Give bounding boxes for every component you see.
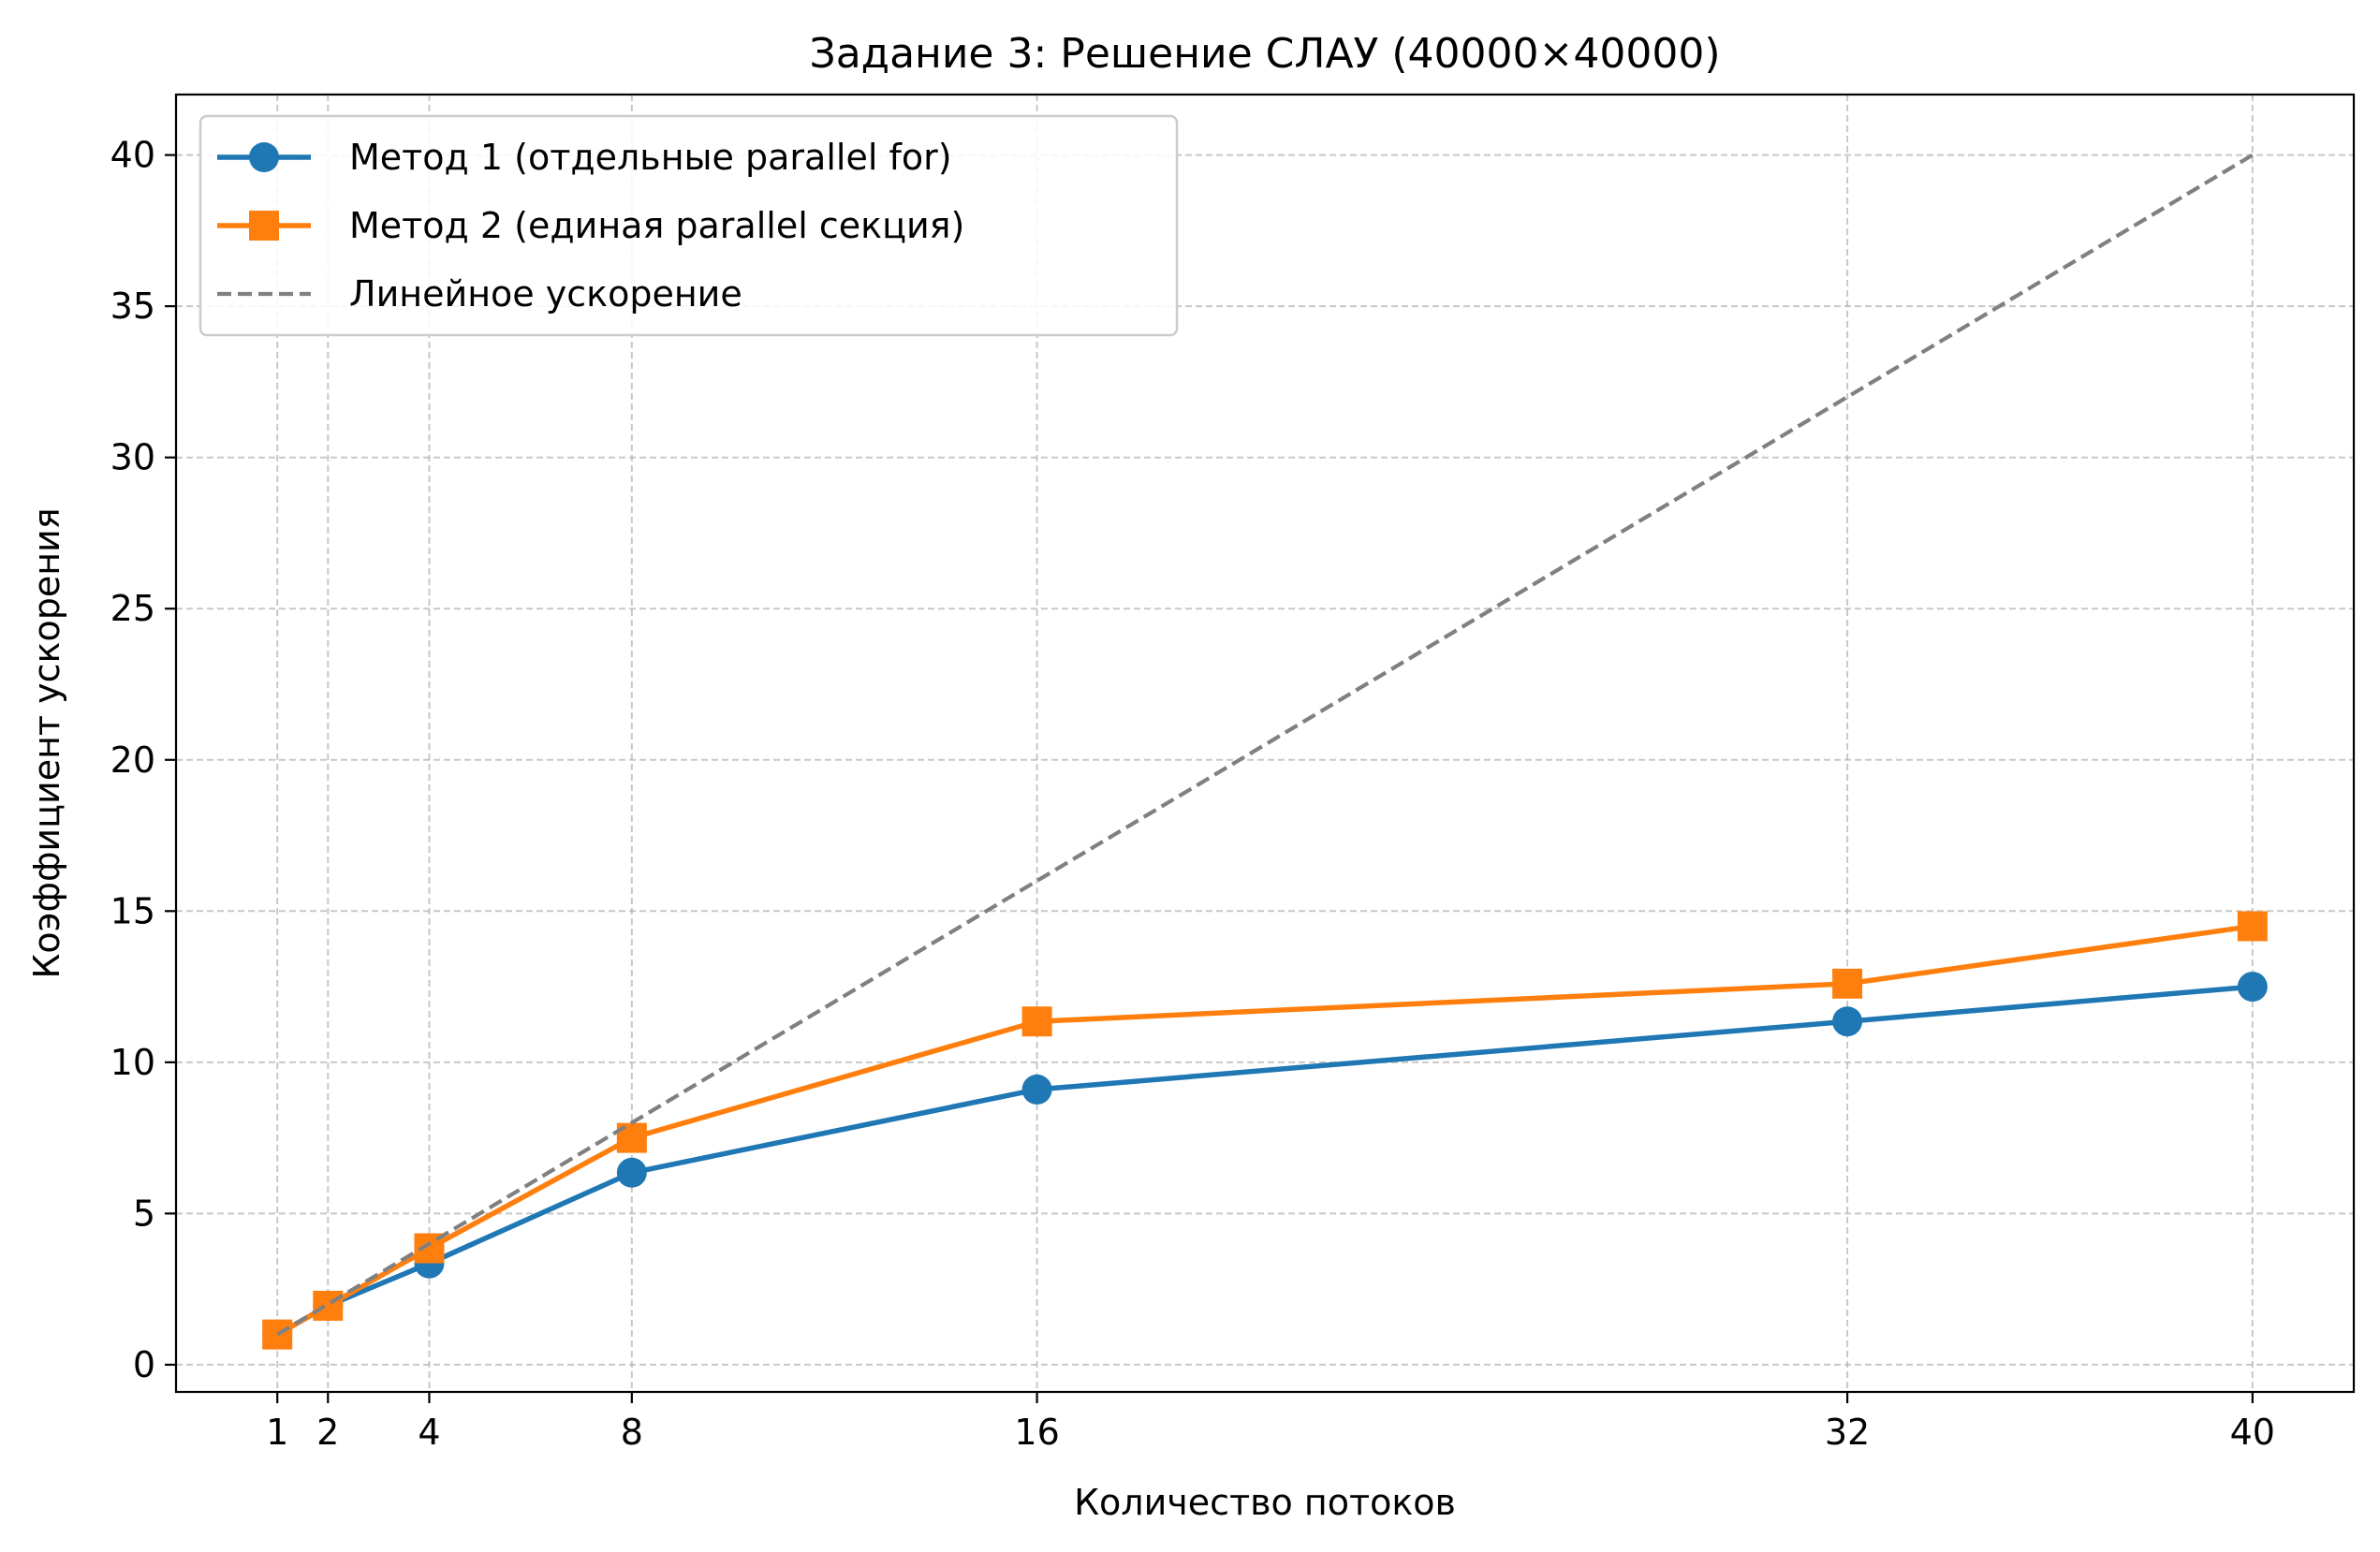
y-tick-label: 0	[133, 1344, 155, 1385]
series-2-point	[313, 1290, 344, 1321]
plot-series	[262, 153, 2268, 1350]
series-3	[276, 153, 2254, 1337]
legend-label: Метод 1 (отдельные parallel for)	[349, 137, 952, 178]
legend: Метод 1 (отдельные parallel for) Метод 2 …	[198, 114, 1179, 337]
y-tick-label: 35	[110, 286, 155, 327]
x-tick-label: 40	[2230, 1412, 2275, 1453]
x-tick-label: 32	[1825, 1412, 1870, 1453]
series-2-point	[1021, 1006, 1052, 1037]
series-2-point	[2237, 911, 2268, 942]
series-2-point	[1832, 968, 1863, 999]
x-tick-label: 2	[316, 1412, 339, 1453]
x-tick-label: 1	[266, 1412, 288, 1453]
series-1-point	[1021, 1074, 1052, 1105]
x-tick-label: 16	[1014, 1412, 1059, 1453]
y-tick-label: 25	[110, 588, 155, 629]
chart-title: Задание 3: Решение СЛАУ (40000×40000)	[810, 30, 1721, 78]
legend-marker	[249, 211, 279, 241]
y-tick-label: 40	[110, 135, 155, 176]
y-tick-label: 20	[110, 739, 155, 781]
legend-marker	[249, 142, 279, 172]
series-1-point	[2237, 972, 2268, 1003]
legend-label: Линейное ускорение	[349, 273, 742, 315]
series-3-line	[276, 153, 2254, 1337]
legend-label: Метод 2 (единая parallel секция)	[349, 205, 964, 246]
y-tick-label: 10	[110, 1042, 155, 1083]
axes-frame	[174, 93, 2356, 1394]
series-1-point	[1832, 1006, 1863, 1037]
legend-box	[198, 114, 1179, 337]
x-axis-label: Количество потоков	[1074, 1482, 1456, 1523]
x-tick-label: 8	[621, 1412, 643, 1453]
y-axis-label: Коэффициент ускорения	[26, 507, 67, 978]
axis-ticks: 1 2 4 8 16 32 40 0 5 10 15 20 25 30 35 40	[110, 135, 2275, 1453]
y-tick-label: 15	[110, 890, 155, 931]
series-1-point	[616, 1157, 647, 1188]
y-tick-label: 30	[110, 437, 155, 478]
y-tick-label: 5	[133, 1193, 155, 1234]
x-tick-label: 4	[418, 1412, 440, 1453]
